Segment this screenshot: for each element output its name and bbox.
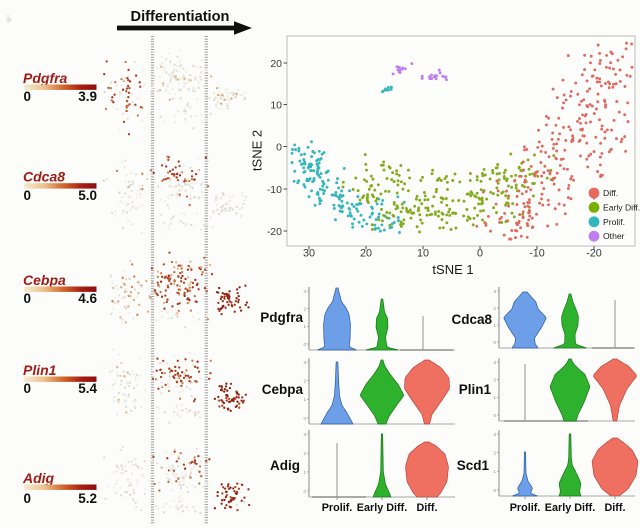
svg-text:-20: -20 bbox=[586, 248, 602, 260]
svg-text:10: 10 bbox=[417, 248, 429, 260]
svg-text:Adig: Adig bbox=[22, 470, 55, 486]
svg-text:0: 0 bbox=[24, 491, 32, 506]
svg-text:Adig: Adig bbox=[270, 458, 300, 473]
svg-text:3: 3 bbox=[303, 289, 306, 294]
svg-text:1: 1 bbox=[303, 324, 306, 329]
svg-text:0: 0 bbox=[276, 141, 282, 153]
svg-text:Prolif.: Prolif. bbox=[603, 217, 625, 227]
svg-text:2: 2 bbox=[493, 378, 496, 383]
svg-text:tSNE 1: tSNE 1 bbox=[432, 262, 473, 277]
svg-text:5.0: 5.0 bbox=[78, 188, 97, 203]
svg-text:0: 0 bbox=[24, 291, 32, 306]
svg-text:Cebpa: Cebpa bbox=[23, 272, 66, 288]
svg-text:0: 0 bbox=[24, 188, 32, 203]
svg-text:0: 0 bbox=[493, 488, 496, 493]
svg-text:4.6: 4.6 bbox=[78, 291, 97, 306]
svg-text:5.2: 5.2 bbox=[78, 491, 97, 506]
svg-text:2: 2 bbox=[493, 306, 496, 311]
svg-text:0: 0 bbox=[493, 340, 496, 345]
svg-text:Scd1: Scd1 bbox=[457, 458, 490, 473]
svg-text:0: 0 bbox=[24, 381, 32, 396]
svg-text:Other: Other bbox=[603, 231, 625, 241]
svg-text:5.4: 5.4 bbox=[78, 381, 97, 396]
svg-text:Pdgfra: Pdgfra bbox=[23, 70, 68, 86]
svg-text:0: 0 bbox=[303, 342, 306, 347]
svg-text:Plin1: Plin1 bbox=[459, 382, 492, 397]
svg-text:0: 0 bbox=[303, 489, 306, 494]
svg-text:Early Diff.: Early Diff. bbox=[357, 502, 407, 514]
svg-text:30: 30 bbox=[303, 248, 315, 260]
svg-text:1: 1 bbox=[493, 323, 496, 328]
svg-text:3: 3 bbox=[493, 360, 496, 365]
svg-text:0: 0 bbox=[493, 413, 496, 418]
svg-text:-10: -10 bbox=[267, 184, 282, 196]
svg-text:Diff.: Diff. bbox=[417, 502, 438, 514]
svg-text:10: 10 bbox=[270, 99, 282, 111]
svg-text:20: 20 bbox=[270, 58, 282, 70]
svg-text:3: 3 bbox=[493, 289, 496, 294]
svg-text:2: 2 bbox=[303, 379, 306, 384]
svg-text:Diff.: Diff. bbox=[603, 188, 618, 198]
svg-text:Diff.: Diff. bbox=[605, 502, 626, 514]
svg-text:3: 3 bbox=[493, 432, 496, 437]
svg-text:1: 1 bbox=[493, 469, 496, 474]
svg-text:tSNE 2: tSNE 2 bbox=[250, 130, 265, 171]
svg-text:2: 2 bbox=[303, 307, 306, 312]
svg-text:Early Diff.: Early Diff. bbox=[603, 202, 640, 212]
svg-text:Cdca8: Cdca8 bbox=[451, 312, 492, 327]
svg-text:1: 1 bbox=[303, 397, 306, 402]
svg-text:-20: -20 bbox=[267, 226, 282, 238]
svg-text:Cdca8: Cdca8 bbox=[23, 169, 65, 185]
svg-text:Plin1: Plin1 bbox=[23, 362, 57, 378]
svg-text:Pdgfra: Pdgfra bbox=[260, 310, 303, 325]
svg-text:Differentiation: Differentiation bbox=[131, 9, 230, 25]
svg-text:3: 3 bbox=[303, 432, 306, 437]
svg-text:Prolif.: Prolif. bbox=[322, 502, 353, 514]
svg-text:1: 1 bbox=[303, 470, 306, 475]
svg-text:0: 0 bbox=[303, 416, 306, 421]
svg-text:Cebpa: Cebpa bbox=[262, 382, 304, 397]
svg-text:0: 0 bbox=[477, 248, 483, 260]
svg-text:2: 2 bbox=[493, 451, 496, 456]
svg-text:1: 1 bbox=[493, 395, 496, 400]
svg-text:2: 2 bbox=[303, 451, 306, 456]
svg-text:20: 20 bbox=[360, 248, 372, 260]
svg-text:0: 0 bbox=[24, 89, 32, 104]
svg-text:Prolif.: Prolif. bbox=[510, 502, 541, 514]
svg-text:-10: -10 bbox=[529, 248, 545, 260]
svg-text:Early Diff.: Early Diff. bbox=[545, 502, 595, 514]
svg-text:3: 3 bbox=[303, 360, 306, 365]
svg-text:3.9: 3.9 bbox=[78, 89, 97, 104]
